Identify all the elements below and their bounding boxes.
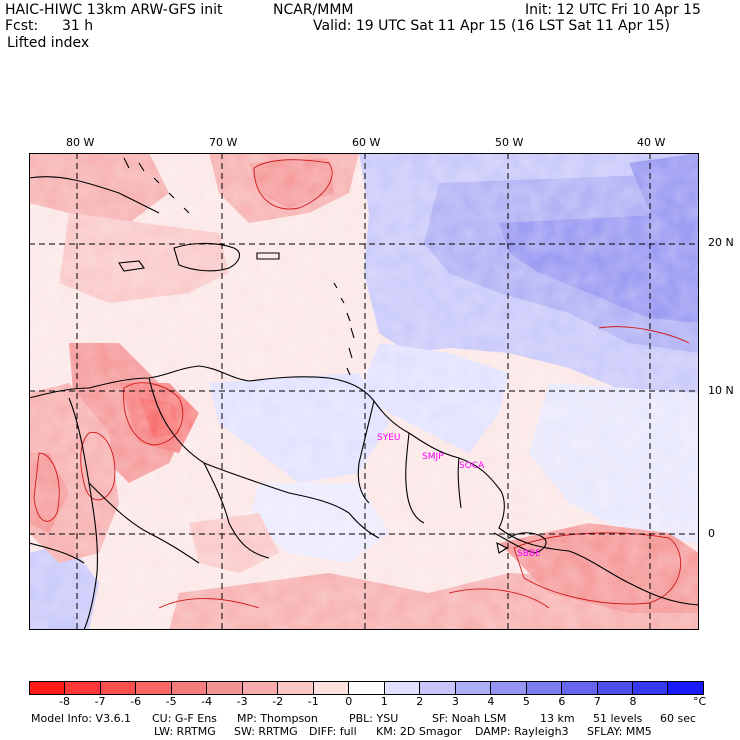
colorbar-tick-label: 7: [593, 695, 601, 708]
lat-label-20n: 20 N: [708, 236, 734, 249]
colorbar-swatch: [30, 682, 66, 694]
station-label-smjp: SMJP: [422, 452, 444, 462]
colorbar-swatch: [136, 682, 172, 694]
lat-lon-grid: [29, 153, 699, 630]
colorbar-tick-label: 6: [558, 695, 566, 708]
colorbar-swatch: [632, 682, 669, 694]
footer-surface-layer: SFLAY: MM5: [587, 725, 652, 738]
colorbar-tick-label: 1: [380, 695, 388, 708]
station-labels: SYEU SMJP SOCA SBBE: [377, 433, 541, 559]
colorbar-swatch: [313, 682, 350, 694]
colorbar-swatch: [526, 682, 563, 694]
footer-resolution: 13 km: [540, 712, 575, 725]
colorbar: [29, 681, 704, 695]
footer-levels: 51 levels: [593, 712, 643, 725]
forecast-label: Fcst:: [5, 18, 39, 34]
colorbar-tick-label: -3: [236, 695, 248, 708]
colorbar-tick-label: -1: [307, 695, 319, 708]
colorbar-swatch: [207, 682, 243, 694]
forecast-hour: 31 h: [62, 18, 94, 34]
colorbar-swatch: [171, 682, 208, 694]
colorbar-tick-label: -4: [201, 695, 213, 708]
model-title: HAIC-HIWC 13km ARW-GFS init: [5, 2, 223, 18]
colorbar-swatch: [65, 682, 101, 694]
colorbar-tick-label: 4: [487, 695, 495, 708]
footer-km: KM: 2D Smagor: [376, 725, 462, 738]
colorbar-tick-label: -8: [59, 695, 70, 708]
lon-label-40w: 40 W: [637, 136, 666, 149]
footer-model-info: Model Info: V3.6.1: [31, 712, 132, 725]
station-label-syeu: SYEU: [377, 433, 400, 443]
colorbar-tick-label: 5: [522, 695, 530, 708]
station-label-sbbe: SBBE: [517, 549, 541, 559]
colorbar-swatch: [420, 682, 456, 694]
footer-longwave: LW: RRTMG: [154, 725, 216, 738]
lat-label-10n: 10 N: [708, 384, 734, 397]
lon-label-50w: 50 W: [495, 136, 524, 149]
footer-pbl: PBL: YSU: [349, 712, 399, 725]
init-time: Init: 12 UTC Fri 10 Apr 15: [525, 2, 701, 18]
contour-lines: [33, 159, 690, 609]
colorbar-tick-label: -7: [94, 695, 106, 708]
colorbar-swatch: [491, 682, 527, 694]
lat-label-0: 0: [708, 527, 715, 540]
colorbar-swatch: [242, 682, 279, 694]
colorbar-swatch: [668, 682, 703, 694]
colorbar-tick-label: -5: [165, 695, 177, 708]
coastlines: [29, 157, 699, 630]
footer-timestep: 60 sec: [660, 712, 697, 725]
colorbar-swatch: [349, 682, 385, 694]
colorbar-swatch: [100, 682, 137, 694]
colorbar-swatch: [455, 682, 492, 694]
lifted-index-map: SYEU SMJP SOCA SBBE: [29, 153, 699, 630]
footer-cumulus: CU: G-F Ens: [152, 712, 217, 725]
map-frame: [29, 153, 699, 630]
colorbar-tick-label: 2: [416, 695, 424, 708]
field-name: Lifted index: [7, 35, 90, 51]
colorbar-swatch: [597, 682, 633, 694]
colorbar-swatch: [384, 682, 421, 694]
colorbar-tick-label: 8: [629, 695, 637, 708]
colorbar-tick-label: -2: [272, 695, 284, 708]
organization: NCAR/MMM: [273, 2, 354, 18]
colorbar-unit: °C: [693, 695, 707, 708]
footer-microphysics: MP: Thompson: [237, 712, 318, 725]
colorbar-tick-label: 3: [451, 695, 459, 708]
footer-damping: DAMP: Rayleigh3: [475, 725, 569, 738]
footer-shortwave: SW: RRTMG: [234, 725, 298, 738]
colorbar-tick-label: 0: [345, 695, 353, 708]
colorbar-swatch: [562, 682, 598, 694]
footer-surface: SF: Noah LSM: [432, 712, 507, 725]
station-label-soca: SOCA: [459, 461, 485, 471]
colorbar-tick-label: -6: [130, 695, 142, 708]
colorbar-swatch: [278, 682, 314, 694]
lon-label-60w: 60 W: [352, 136, 381, 149]
footer-diffusion: DIFF: full: [309, 725, 357, 738]
lon-label-70w: 70 W: [209, 136, 238, 149]
valid-time: Valid: 19 UTC Sat 11 Apr 15 (16 LST Sat …: [313, 18, 671, 34]
lon-label-80w: 80 W: [66, 136, 95, 149]
